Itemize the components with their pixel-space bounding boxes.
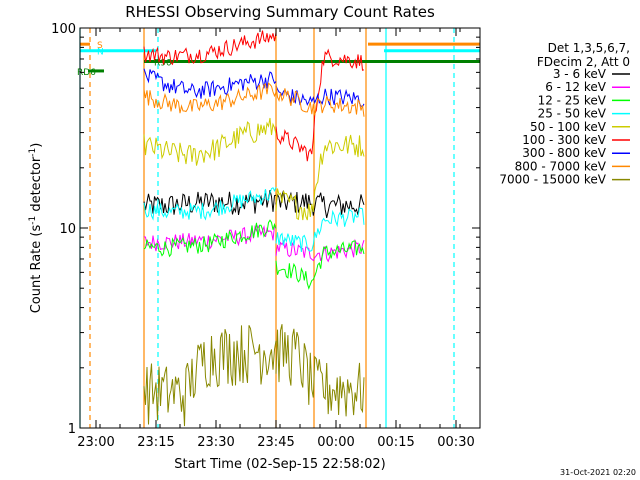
- series-8: [143, 324, 365, 427]
- legend-label-4: 50 - 100 keV: [530, 120, 607, 134]
- y-tick-label-0: 1: [68, 422, 76, 437]
- series-3: [143, 186, 365, 252]
- series-0: [143, 189, 365, 219]
- legend-label-2: 12 - 25 keV: [538, 93, 607, 107]
- y-axis-label-mid: detector: [29, 156, 44, 216]
- series-3-segment-1: [275, 207, 365, 252]
- y-axis-label-sup2: -1: [28, 148, 38, 157]
- series-0-segment-0: [143, 189, 277, 215]
- y-axis-label: Count Rate (s-1 detector-1): [28, 143, 44, 314]
- legend-header-1: Det 1,3,5,6,7,: [548, 41, 630, 55]
- y-axis-label-end: ): [29, 143, 44, 148]
- series-4-segment-0: [143, 117, 277, 166]
- x-axis: 23:00 23:15 23:30 23:45 00:00 00:15 00:30: [77, 28, 481, 450]
- x-tick-label-6: 00:30: [437, 435, 474, 450]
- y-tick-label-1: 10: [59, 222, 76, 237]
- series-3-segment-0: [143, 186, 277, 221]
- series-7-segment-0: [143, 82, 277, 114]
- series-4: [143, 117, 365, 221]
- series-4-segment-1: [275, 134, 365, 221]
- legend-label-7: 800 - 7000 keV: [515, 159, 607, 173]
- flag-label-5: RD6: [77, 68, 96, 78]
- legend-label-3: 25 - 50 keV: [538, 107, 607, 121]
- y-axis: 1 10 100: [51, 22, 480, 437]
- y-tick-label-2: 100: [51, 22, 76, 37]
- legend-label-5: 100 - 300 keV: [522, 133, 606, 147]
- legend-label-1: 6 - 12 keV: [545, 80, 607, 94]
- series-5-segment-0: [143, 30, 277, 66]
- legend-label-0: 3 - 6 keV: [553, 67, 607, 81]
- series-2-segment-0: [143, 219, 277, 258]
- legend: Det 1,3,5,6,7, FDecim 2, Att 0 3 - 6 keV…: [499, 41, 630, 187]
- series-7: [143, 82, 365, 117]
- series-0-segment-1: [275, 190, 365, 219]
- legend-header-2: FDecim 2, Att 0: [537, 55, 630, 69]
- plot-frame: [79, 27, 481, 429]
- x-tick-label-4: 00:00: [317, 435, 354, 450]
- flag-label-0: S: [97, 41, 103, 51]
- series-2-segment-1: [275, 240, 365, 290]
- series-8-segment-0: [143, 325, 277, 427]
- legend-label-8: 7000 - 15000 keV: [499, 173, 606, 187]
- x-tick-label-0: 23:00: [77, 435, 114, 450]
- series-6-segment-0: [143, 68, 277, 99]
- y-axis-label-sup1: -1: [28, 216, 38, 225]
- x-tick-label-3: 23:45: [257, 435, 294, 450]
- legend-label-6: 300 - 800 keV: [522, 146, 606, 160]
- series-2: [143, 219, 365, 290]
- y-axis-label-main: Count Rate (s: [29, 225, 44, 314]
- x-tick-label-5: 00:15: [377, 435, 414, 450]
- series-7-segment-1: [275, 83, 365, 117]
- flag-label-2: N: [97, 48, 104, 58]
- series-1-segment-1: [275, 238, 365, 263]
- x-tick-label-1: 23:15: [137, 435, 174, 450]
- x-axis-label: Start Time (02-Sep-15 22:58:02): [174, 457, 385, 472]
- series-8-segment-1: [275, 324, 365, 417]
- series-5-segment-1: [275, 48, 365, 162]
- x-tick-label-2: 23:30: [197, 435, 234, 450]
- chart-title: RHESSI Observing Summary Count Rates: [125, 3, 435, 21]
- timestamp: 31-Oct-2021 02:20: [560, 468, 636, 477]
- series-5: [143, 30, 365, 162]
